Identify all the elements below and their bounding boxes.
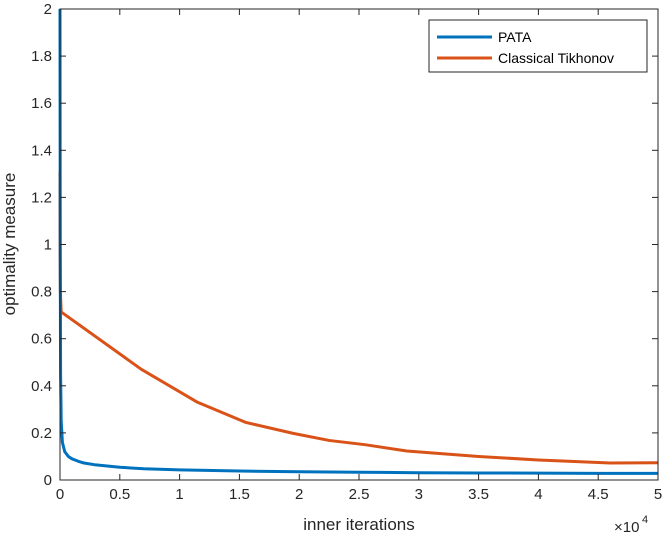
x-tick-label: 0 — [56, 486, 64, 503]
x-axis-multiplier: ×10 4 — [614, 514, 648, 536]
series-line-pata — [58, 8, 658, 475]
x-tick-label: 1.5 — [229, 486, 250, 503]
y-tick-label: 1 — [44, 237, 52, 254]
y-tick-label: 0 — [44, 472, 52, 489]
x-tick-label: 3.5 — [468, 486, 489, 503]
x-multiplier-exponent: 4 — [642, 514, 648, 526]
legend-label-classical-tikhonov: Classical Tikhonov — [498, 50, 614, 66]
y-tick-label: 1.2 — [31, 189, 52, 206]
x-tick-label: 2 — [295, 486, 303, 503]
y-tick-label: 0.6 — [31, 331, 52, 348]
y-tick-label: 2 — [44, 1, 52, 18]
x-tick-label: 2.5 — [349, 486, 370, 503]
x-tick-label: 3 — [415, 486, 423, 503]
y-tick-label: 1.4 — [31, 142, 52, 159]
y-tick-label: 1.6 — [31, 95, 52, 112]
y-tick-label: 0.4 — [31, 378, 52, 395]
series-layer — [58, 8, 659, 475]
x-axis-label: inner iterations — [303, 515, 415, 534]
y-tick-label: 0.2 — [31, 425, 52, 442]
y-axis-label: optimality measure — [0, 173, 19, 316]
y-tick-label: 0.8 — [31, 284, 52, 301]
y-tick-label: 1.8 — [31, 48, 52, 65]
x-tick-label: 5 — [654, 486, 662, 503]
tick-layer — [59, 8, 659, 481]
plot-area — [60, 9, 658, 480]
x-tick-label: 4.5 — [588, 486, 609, 503]
x-multiplier-base: ×10 — [614, 519, 639, 536]
x-tick-label: 4 — [534, 486, 542, 503]
tick-label-layer: 0 0.5 1 1.5 2 2.5 3 3.5 4 4.5 5 0 0.2 0.4 0.6 0.8 1 1.2 1.… — [31, 1, 662, 503]
legend: PATA Classical Tikhonov — [428, 19, 648, 73]
x-tick-label: 0.5 — [109, 486, 130, 503]
legend-label-pata: PATA — [498, 29, 532, 45]
x-tick-label: 1 — [175, 486, 183, 503]
legend-box — [428, 19, 648, 73]
